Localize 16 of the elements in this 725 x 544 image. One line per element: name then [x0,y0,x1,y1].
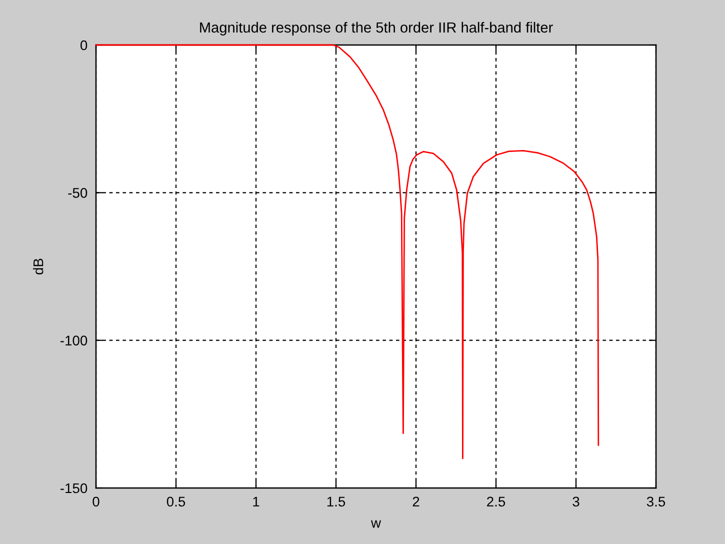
x-tick-label: 3 [572,496,580,507]
y-tick-label: 0 [80,40,88,50]
x-tick-label: 0 [92,496,100,507]
chart-title: Magnitude response of the 5th order IIR half-band filter [200,22,553,36]
x-tick-label: 2.5 [487,496,506,507]
x-tick-label: 1.5 [327,496,346,507]
y-tick-label: -50 [68,188,88,198]
x-tick-label: 0.5 [166,496,186,507]
y-tick-label: -100 [60,336,88,346]
y-tick-label: -150 [60,483,88,494]
x-axis-title: w [370,520,382,528]
x-tick-label: 2 [412,496,420,506]
x-tick-label: 3.5 [646,496,666,507]
x-tick-label: 1 [253,496,260,506]
line-series [95,44,600,460]
y-axis-title: dB [33,258,44,274]
